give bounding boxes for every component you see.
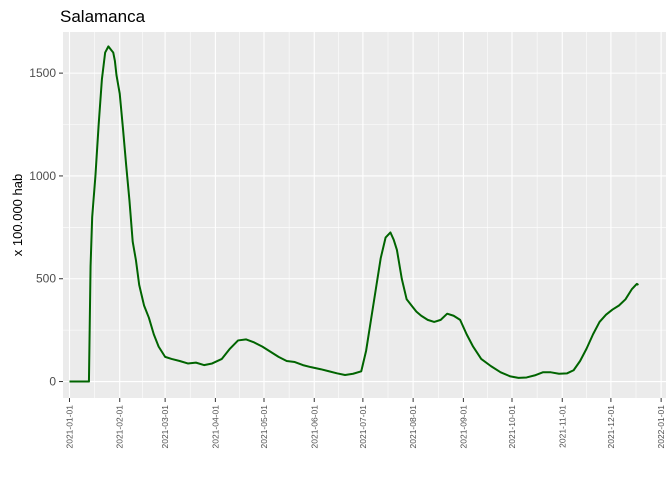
x-tick-label: 2021-01-01: [64, 405, 74, 449]
plot-panel: [63, 32, 666, 398]
y-tick-label: 1000: [29, 169, 56, 183]
y-tick-label: 0: [49, 375, 56, 389]
x-tick-label: 2021-09-01: [458, 405, 468, 449]
x-axis: 2021-01-01 2021-02-01 2021-03-01 2021-04-01…: [64, 398, 666, 448]
series-layer: [69, 45, 639, 383]
x-tick-label: 2021-06-01: [309, 405, 319, 449]
x-tick-label: 2021-05-01: [259, 405, 269, 449]
x-tick-label: 2021-02-01: [115, 405, 125, 449]
grid-lines: [63, 32, 666, 398]
x-tick-label: 2021-04-01: [210, 405, 220, 449]
x-tick-label: 2021-11-01: [557, 405, 567, 448]
x-tick-label: 2021-03-01: [160, 405, 170, 449]
x-tick-label: 2021-12-01: [606, 405, 616, 449]
y-tick-label: 500: [36, 272, 56, 286]
x-tick-label: 2022-01-01: [656, 405, 666, 449]
y-tick-label: 1500: [29, 66, 56, 80]
series-line-0: [69, 45, 639, 383]
y-axis: 0 500 1000 1500: [29, 66, 63, 389]
chart-title: Salamanca: [60, 7, 146, 26]
y-axis-label: x 100.000 hab: [10, 174, 25, 256]
x-tick-label: 2021-10-01: [507, 405, 517, 449]
x-tick-label: 2021-07-01: [358, 405, 368, 449]
x-tick-label: 2021-08-01: [408, 405, 418, 449]
